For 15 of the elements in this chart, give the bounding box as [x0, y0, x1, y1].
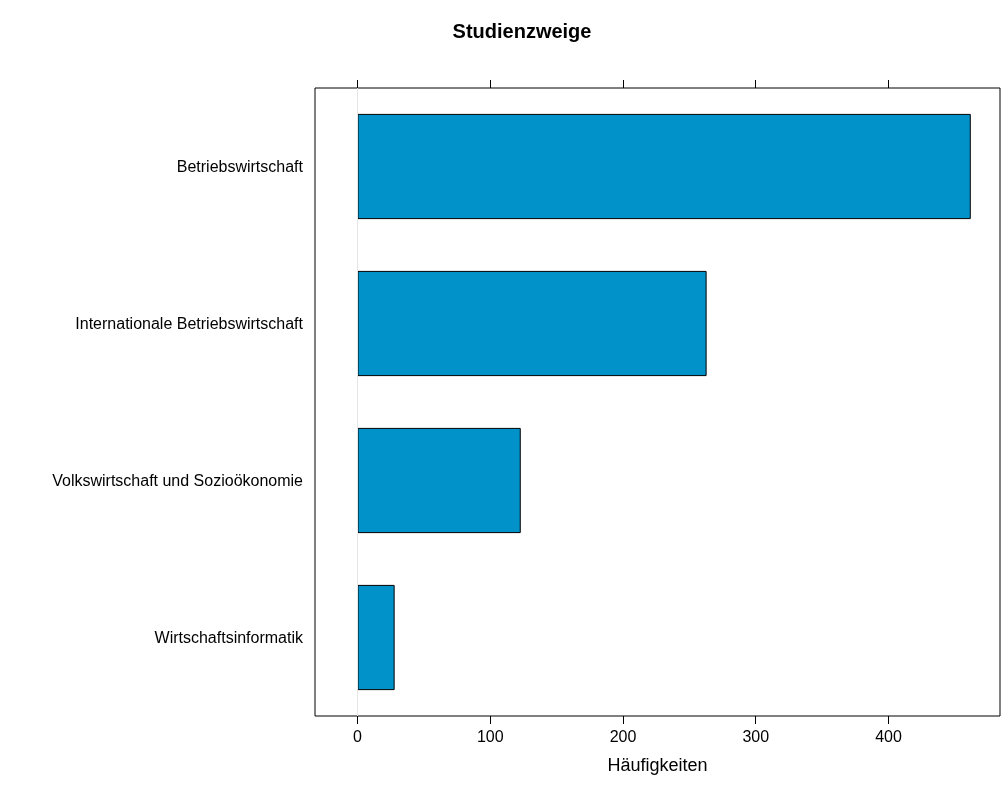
x-tick-label: 200: [609, 727, 637, 745]
y-tick-label: Volkswirtschaft und Sozioökonomie: [52, 472, 304, 489]
y-tick-label: Wirtschaftsinformatik: [154, 629, 304, 646]
x-axis-title: Häufigkeiten: [607, 755, 708, 775]
bar: [357, 270, 707, 377]
bar: [357, 427, 521, 534]
x-tick-label: 100: [476, 727, 504, 745]
bar: [357, 113, 971, 220]
x-tick-label: 300: [742, 727, 770, 745]
chart-title: Studienzweige: [452, 20, 592, 42]
bar: [357, 584, 395, 691]
y-tick-label: Betriebswirtschaft: [176, 158, 304, 175]
x-tick-label: 400: [875, 727, 902, 745]
y-tick-label: Internationale Betriebswirtschaft: [75, 315, 304, 332]
x-tick-label: 0: [353, 727, 363, 745]
